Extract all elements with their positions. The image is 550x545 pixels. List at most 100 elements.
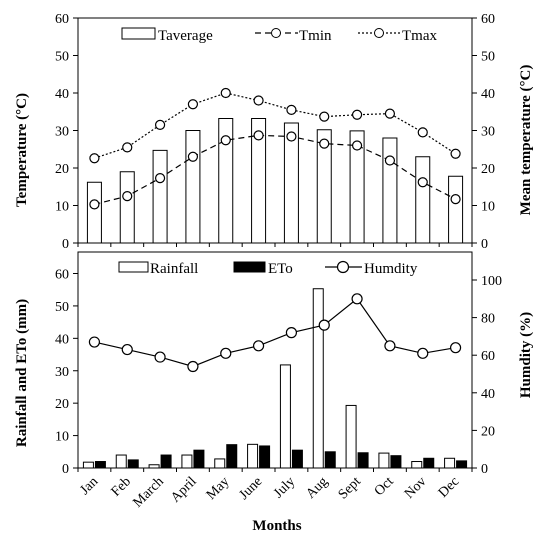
y2-tick-label-top: 10 bbox=[481, 200, 495, 215]
legend-swatch-tmin-marker bbox=[271, 28, 281, 38]
legend-top: Taverage Tmin Tmax bbox=[121, 27, 437, 44]
tmax-point bbox=[286, 104, 297, 115]
bar-rainfall bbox=[378, 452, 390, 469]
axis-titles: Temperature (°C) Mean temperature (°C) R… bbox=[14, 65, 534, 534]
tmin-point bbox=[187, 151, 199, 162]
humidity-point bbox=[384, 340, 396, 352]
y-tick-label-top: 20 bbox=[55, 162, 69, 177]
legend-swatch-taverage bbox=[121, 27, 156, 40]
y-tick-label-bottom: 20 bbox=[55, 397, 69, 412]
tmax-point bbox=[89, 153, 100, 164]
tmax-point bbox=[417, 127, 428, 138]
tmin-point bbox=[351, 140, 363, 151]
tmax-point bbox=[122, 142, 133, 153]
x-axis-title-months: Months bbox=[252, 518, 301, 534]
y-tick-label-top: 60 bbox=[55, 12, 69, 27]
x-tick-label-aug: Aug bbox=[303, 474, 331, 502]
y2-tick-label-bottom: 40 bbox=[481, 387, 495, 402]
y2-tick-label-top: 50 bbox=[481, 50, 495, 65]
legend-label-eto: ETo bbox=[268, 261, 293, 277]
tmax-point bbox=[220, 87, 231, 99]
bar-eto bbox=[226, 444, 238, 469]
x-tick-label-oct: Oct bbox=[372, 474, 397, 499]
bar-taverage bbox=[382, 137, 398, 244]
bar-taverage bbox=[185, 130, 201, 244]
tmax-point bbox=[384, 108, 396, 119]
x-tick-label-may: May bbox=[204, 474, 233, 503]
tmin-point bbox=[122, 191, 133, 202]
bar-eto bbox=[127, 459, 139, 469]
x-tick-label-april: April bbox=[168, 474, 200, 506]
y2-tick-label-bottom: 100 bbox=[481, 274, 502, 289]
plot-frame-top bbox=[77, 17, 473, 244]
bar-rainfall bbox=[247, 443, 259, 469]
humidity-point bbox=[417, 347, 429, 359]
tmin-point bbox=[417, 177, 428, 188]
legend-label-tmin: Tmin bbox=[299, 28, 332, 44]
bar-rainfall bbox=[115, 454, 127, 469]
y-tick-label-top: 40 bbox=[55, 87, 69, 102]
tmin-point bbox=[154, 173, 166, 184]
bar-taverage bbox=[283, 122, 299, 244]
bar-rainfall bbox=[312, 288, 324, 469]
x-tick-label-dec: Dec bbox=[436, 474, 463, 501]
y2-tick-label-bottom: 80 bbox=[481, 312, 495, 327]
y2-tick-label-top: 30 bbox=[481, 125, 495, 140]
humidity-line bbox=[94, 297, 456, 368]
bar-eto bbox=[423, 457, 435, 469]
bar-eto bbox=[357, 452, 369, 469]
y-tick-label-bottom: 50 bbox=[55, 300, 69, 315]
y2-tick-label-bottom: 20 bbox=[481, 424, 495, 439]
tmin-line bbox=[94, 134, 456, 205]
y-tick-label-bottom: 40 bbox=[55, 332, 69, 347]
tmin-point bbox=[286, 131, 297, 142]
bar-rainfall bbox=[345, 404, 357, 469]
x-tick-label-july: July bbox=[271, 474, 298, 501]
tmin-point bbox=[384, 155, 396, 166]
legend-label-taverage: Taverage bbox=[158, 28, 213, 44]
legend-swatch-humidity-marker bbox=[336, 260, 350, 274]
y-tick-label-bottom: 30 bbox=[55, 365, 69, 380]
y-tick-label-bottom: 10 bbox=[55, 430, 69, 445]
x-tick-label-june: June bbox=[237, 474, 266, 503]
bar-eto bbox=[456, 460, 468, 469]
tmin-point bbox=[319, 138, 330, 149]
tmin-point bbox=[220, 135, 231, 146]
bar-rainfall bbox=[181, 454, 193, 469]
humidity-point bbox=[351, 293, 363, 305]
bar-eto bbox=[291, 449, 303, 469]
tmin-point bbox=[89, 199, 100, 210]
bar-taverage bbox=[415, 156, 431, 244]
y-axis-title-temperature: Temperature (°C) bbox=[14, 93, 30, 207]
bar-rainfall bbox=[148, 464, 160, 469]
y2-tick-label-top: 40 bbox=[481, 87, 495, 102]
tmax-point bbox=[187, 99, 199, 110]
y-tick-label-top: 30 bbox=[55, 125, 69, 140]
y-tick-label-top: 0 bbox=[62, 237, 69, 252]
humidity-point bbox=[318, 319, 330, 331]
y2-tick-label-bottom: 60 bbox=[481, 349, 495, 364]
y-tick-label-bottom: 60 bbox=[55, 268, 69, 283]
x-tick-label-march: March bbox=[130, 474, 166, 510]
y2-axis-title-mean-temperature: Mean temperature (°C) bbox=[518, 65, 534, 216]
humidity-point bbox=[449, 342, 462, 354]
temperature-panel: 0 0 10 10 20 20 30 30 40 40 50 50 60 60 Taverage Tmin Tm… bbox=[55, 12, 495, 252]
legend-bottom: Rainfall ETo Humdity bbox=[118, 260, 418, 277]
y-tick-label-top: 50 bbox=[55, 50, 69, 65]
tmax-point bbox=[154, 119, 166, 130]
x-tick-label-nov: Nov bbox=[402, 474, 430, 502]
legend-label-rainfall: Rainfall bbox=[150, 261, 198, 277]
y2-axis-title-humidity: Humdity (%) bbox=[518, 312, 534, 398]
legend-label-humidity: Humdity bbox=[364, 261, 418, 277]
humidity-point bbox=[220, 347, 232, 359]
bar-eto bbox=[94, 461, 106, 469]
humidity-point bbox=[88, 336, 101, 348]
legend-swatch-tmax-marker bbox=[374, 28, 384, 38]
bar-taverage bbox=[349, 130, 365, 244]
legend-swatch-rainfall bbox=[118, 261, 149, 273]
bar-taverage bbox=[316, 129, 332, 244]
tmax-point bbox=[351, 109, 363, 120]
tmin-point bbox=[450, 194, 461, 205]
bar-rainfall bbox=[411, 461, 423, 469]
